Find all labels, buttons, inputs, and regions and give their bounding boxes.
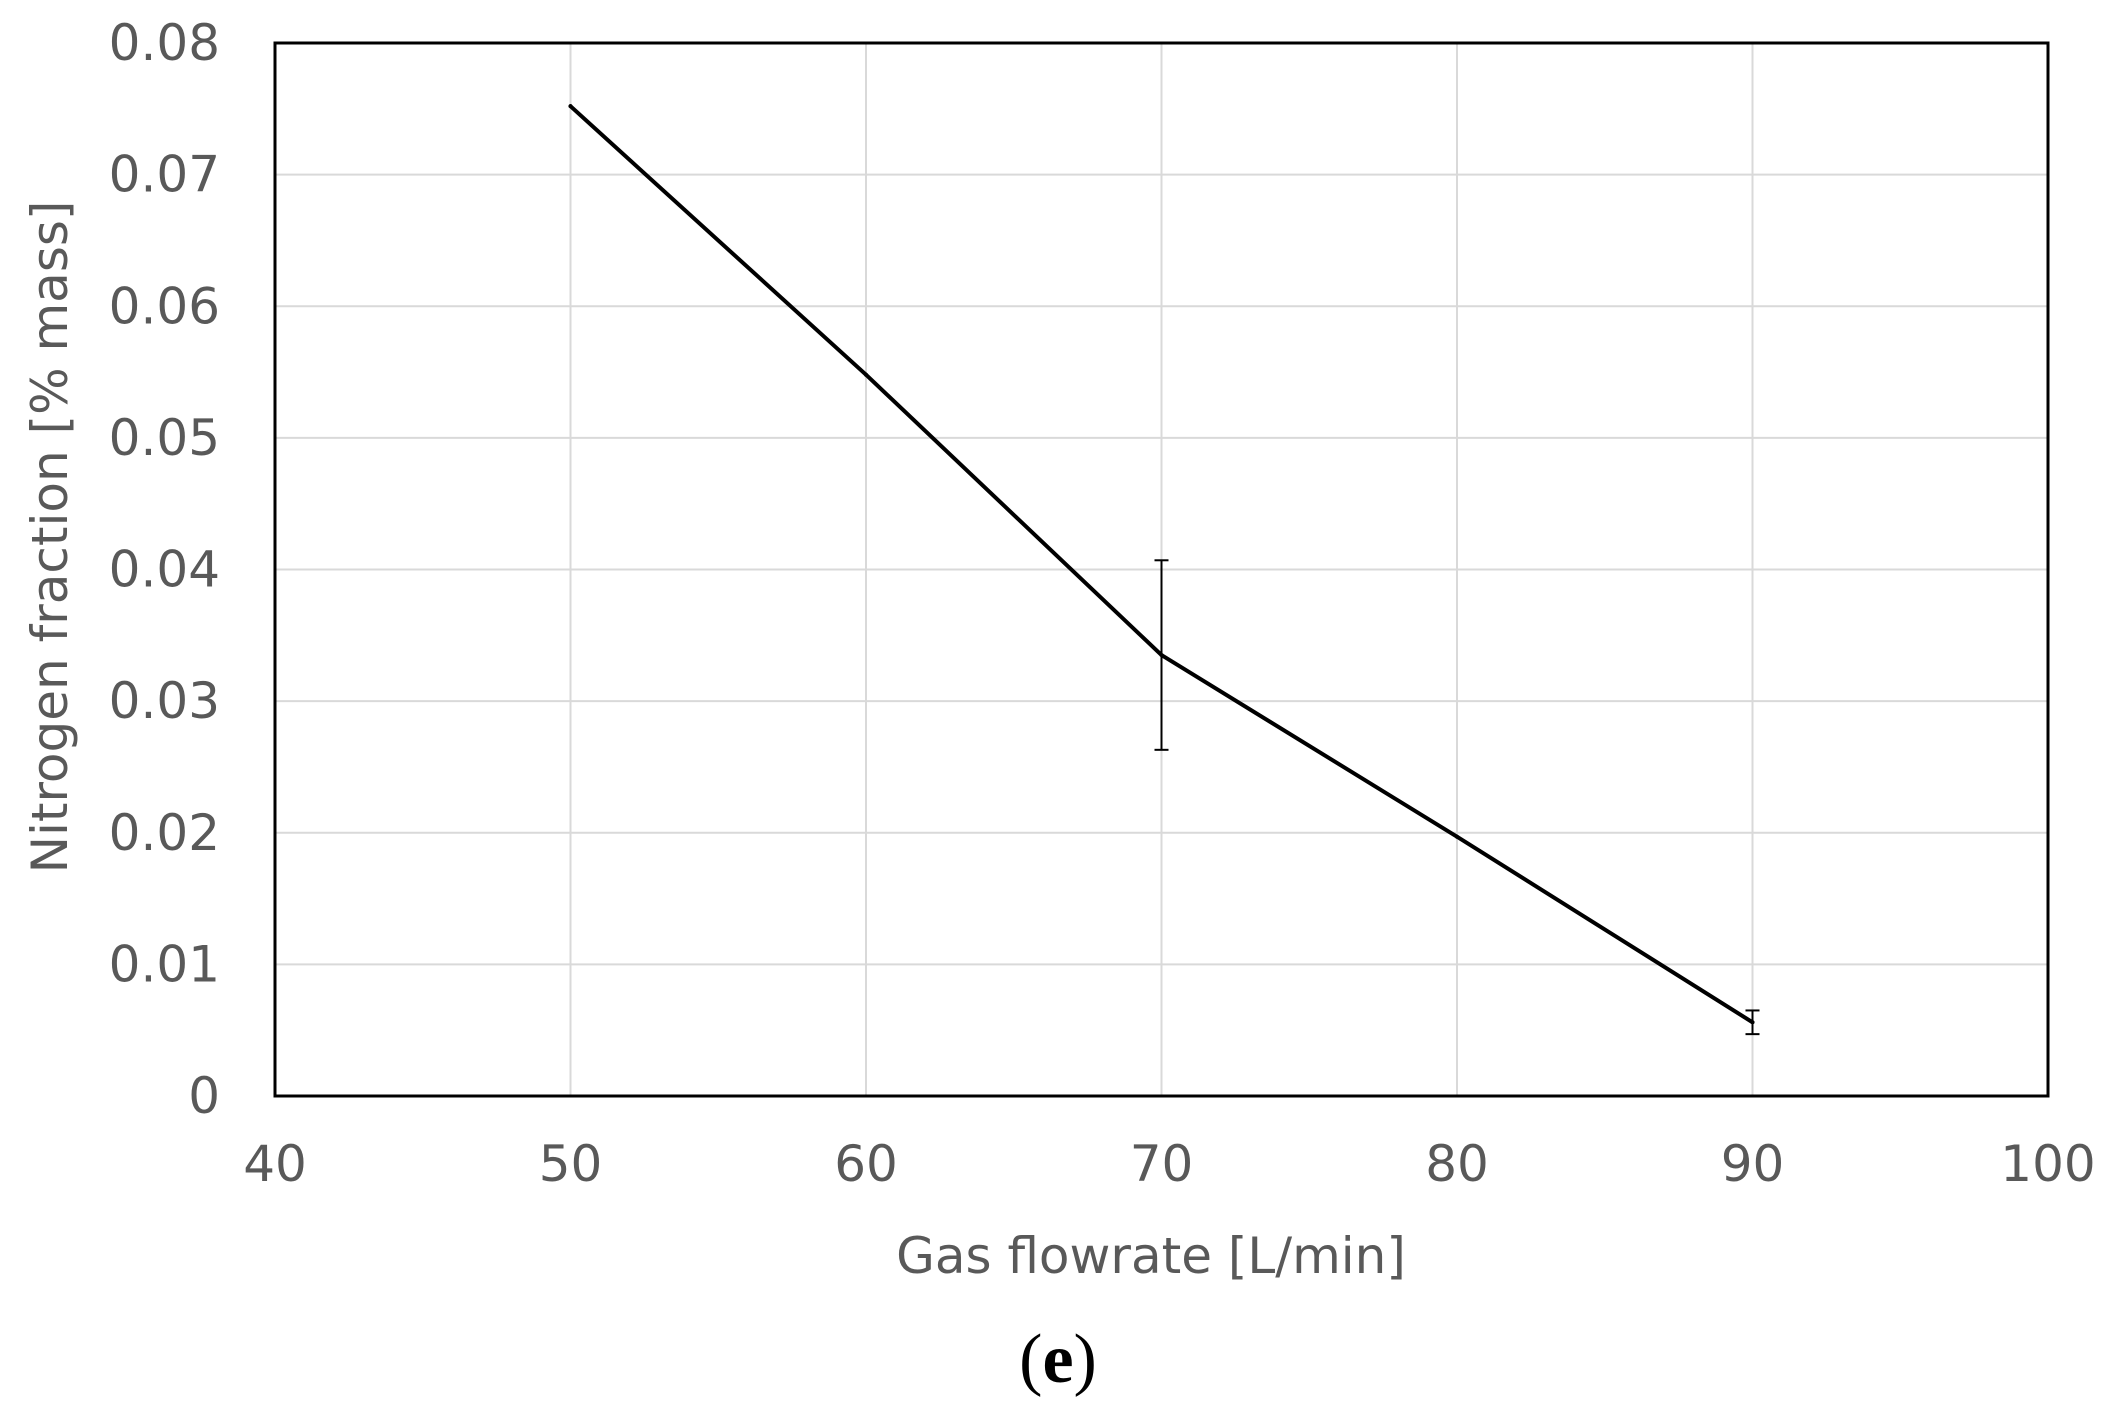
y-tick-label: 0.05 — [109, 409, 220, 467]
x-tick-label: 70 — [1130, 1135, 1194, 1193]
y-tick-label: 0.08 — [109, 14, 220, 72]
y-axis-title: Nitrogen fraction [% mass] — [21, 201, 79, 874]
panel-label-close: ) — [1074, 1321, 1097, 1398]
y-tick-label: 0.07 — [109, 146, 220, 204]
y-tick-label: 0.03 — [109, 672, 220, 730]
y-tick-label: 0.06 — [109, 277, 220, 335]
error-bars — [1154, 559, 1760, 1036]
y-tick-label: 0.02 — [109, 804, 220, 862]
x-tick-label: 90 — [1721, 1135, 1785, 1193]
data-point — [568, 104, 573, 109]
y-axis-ticks: 0 0.01 0.02 0.03 0.04 0.05 0.06 0.07 0.08 — [109, 14, 220, 1125]
y-tick-label: 0 — [188, 1067, 220, 1125]
panel-label-letter: e — [1042, 1321, 1073, 1398]
x-axis-ticks: 40 50 60 70 80 90 100 — [243, 1135, 2096, 1193]
x-tick-label: 80 — [1425, 1135, 1489, 1193]
x-tick-label: 60 — [834, 1135, 898, 1193]
grid — [274, 42, 2049, 1097]
plot-area — [273, 41, 2050, 1098]
x-axis-title: Gas flowrate [L/min] — [896, 1227, 1406, 1285]
panel-label-open: ( — [1019, 1321, 1042, 1398]
panel-label: (e) — [1019, 1321, 1097, 1398]
x-tick-label: 40 — [243, 1135, 307, 1193]
data-point — [1455, 834, 1459, 839]
x-tick-label: 50 — [539, 1135, 603, 1193]
y-tick-label: 0.01 — [109, 935, 220, 993]
data-point — [864, 372, 868, 377]
plot-border — [273, 41, 2050, 1098]
y-tick-label: 0.04 — [109, 541, 220, 599]
x-tick-label: 100 — [2000, 1135, 2095, 1193]
